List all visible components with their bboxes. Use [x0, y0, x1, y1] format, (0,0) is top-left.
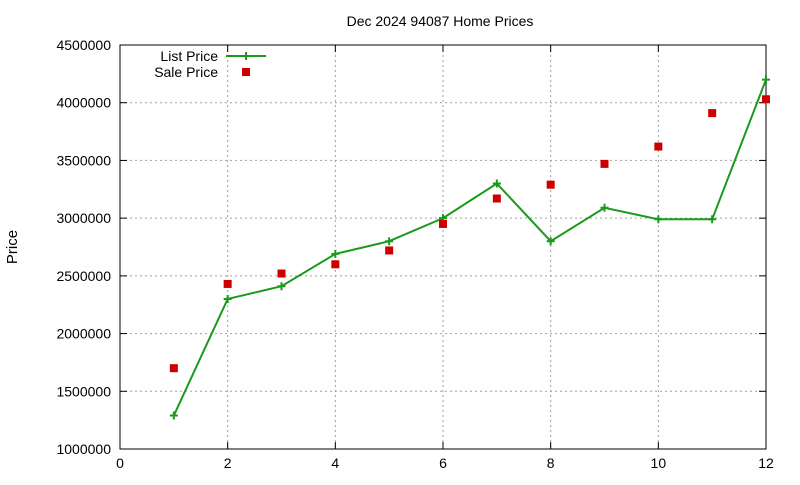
- x-tick-label: 8: [547, 455, 555, 471]
- sale-price-point: [331, 260, 340, 269]
- sale-price-point: [708, 109, 717, 118]
- list-price-point: [385, 237, 394, 246]
- tick-labels: 0 2 4 6 8 10 12 1000000 1500000 2000000 2500000 300…: [56, 37, 774, 471]
- sale-price-point: [546, 180, 555, 189]
- y-tick-label: 4000000: [56, 95, 111, 111]
- x-tick-label: 10: [651, 455, 667, 471]
- axes: [119, 44, 767, 450]
- sale-price-point: [169, 364, 178, 373]
- list-price-point: [492, 179, 501, 188]
- sale-price-point: [654, 142, 663, 151]
- list-price-point: [331, 249, 340, 258]
- list-price-point: [708, 215, 717, 224]
- legend-swatch-sale-price: [242, 68, 250, 76]
- y-tick-label: 4500000: [56, 37, 111, 53]
- grid-lines: [120, 45, 766, 449]
- sale-price-point: [277, 269, 286, 278]
- list-price-point: [600, 203, 609, 212]
- y-axis-label: Price: [4, 230, 21, 264]
- sale-price-point: [385, 246, 394, 255]
- sale-price-point: [762, 95, 770, 104]
- list-price-point: [654, 215, 663, 224]
- list-price-point: [277, 282, 286, 291]
- y-tick-label: 1000000: [56, 441, 111, 457]
- legend-label: Sale Price: [154, 64, 218, 80]
- series-sale-price: [169, 95, 770, 373]
- list-price-point: [169, 411, 178, 420]
- list-price-line: [172, 79, 767, 416]
- list-price-point: [223, 294, 232, 303]
- legend-marker-list-price: [242, 52, 250, 60]
- sale-price-point: [223, 279, 232, 288]
- y-tick-label: 3000000: [56, 210, 111, 226]
- y-tick-label: 2000000: [56, 326, 111, 342]
- x-tick-label: 6: [439, 455, 447, 471]
- sale-price-point: [600, 159, 609, 168]
- y-tick-label: 2500000: [56, 268, 111, 284]
- legend-label: List Price: [160, 48, 218, 64]
- list-price-point: [762, 75, 770, 84]
- x-tick-label: 12: [758, 455, 774, 471]
- sale-price-point: [439, 219, 447, 228]
- y-tick-label: 3500000: [56, 152, 111, 168]
- series-list-price: [169, 75, 770, 420]
- sale-price-point: [492, 194, 501, 203]
- x-tick-label: 4: [331, 455, 339, 471]
- series-layer: [169, 75, 770, 420]
- x-tick-label: 2: [224, 455, 232, 471]
- x-tick-label: 0: [116, 455, 124, 471]
- chart-title: Dec 2024 94087 Home Prices: [347, 13, 534, 29]
- y-tick-label: 1500000: [56, 383, 111, 399]
- list-price-point: [546, 237, 555, 246]
